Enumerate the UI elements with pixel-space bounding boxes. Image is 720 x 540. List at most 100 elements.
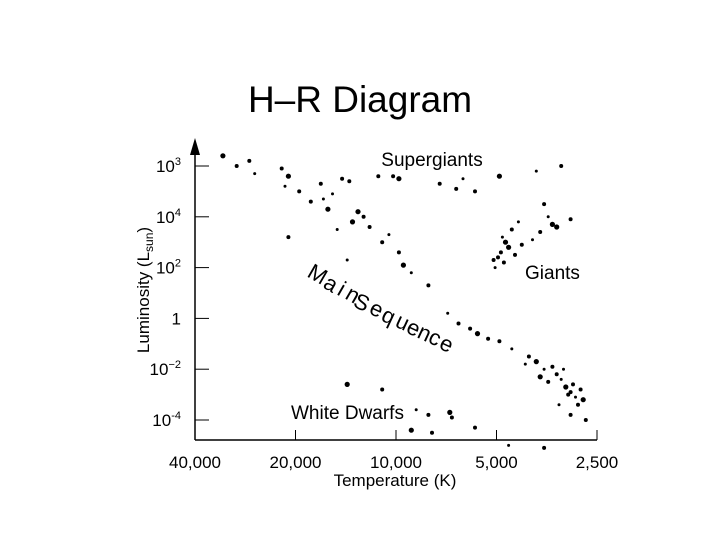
star-point [491, 258, 496, 262]
y-axis-label-sub: sun [142, 233, 156, 252]
star-point [391, 174, 396, 179]
star-point [533, 359, 539, 365]
star-point [321, 197, 325, 201]
annotation-white-dwarfs: White Dwarfs [291, 403, 404, 424]
star-point [568, 217, 573, 222]
star-point [387, 233, 391, 237]
y-tick-label: 10−2 [150, 359, 181, 379]
star-point [546, 379, 551, 384]
star-point [454, 186, 459, 191]
star-point [344, 381, 350, 387]
star-point [286, 235, 291, 240]
star-point [285, 173, 291, 179]
star-point [468, 326, 473, 331]
star-point [568, 412, 573, 417]
star-point [507, 443, 511, 447]
star-point [396, 250, 401, 255]
star-point [456, 321, 461, 326]
star-point [538, 230, 543, 234]
star-point [335, 228, 339, 231]
y-axis-label-main: Luminosity (L [134, 252, 153, 353]
star-point [537, 374, 543, 380]
star-point [559, 377, 563, 381]
star-point [437, 181, 442, 186]
star-point [554, 372, 559, 377]
star-point [253, 172, 257, 176]
star-point [542, 445, 547, 450]
star-point [534, 169, 538, 173]
star-point [345, 258, 349, 262]
x-ticks: 40,000 20,000 10,000 5,000 2,500 [169, 430, 618, 472]
y-tick-label: 103 [156, 156, 181, 176]
star-point [473, 425, 477, 430]
star-point [513, 252, 517, 257]
star-point [318, 181, 323, 186]
star-point [583, 418, 588, 422]
star-point [519, 242, 524, 247]
x-tick-label: 5,000 [475, 453, 518, 472]
star-point [220, 153, 226, 159]
star-point [446, 311, 450, 315]
star-point [571, 382, 575, 387]
svg-text:Luminosity (Lsun): Luminosity (Lsun) [134, 227, 156, 353]
star-point [559, 164, 564, 168]
star-point [400, 262, 406, 268]
y-tick-label: 104 [156, 207, 181, 227]
star-point [568, 390, 573, 395]
y-axis-label: Luminosity (Lsun) [134, 227, 156, 353]
star-point [367, 225, 372, 229]
star-point [526, 354, 531, 359]
annotation-supergiants: Supergiants [381, 150, 482, 171]
y-tick-label: 1 [172, 309, 181, 328]
star-point [473, 189, 477, 194]
star-point [349, 219, 356, 225]
star-point [308, 199, 313, 204]
star-point [523, 362, 527, 366]
data-points [220, 153, 588, 450]
star-point [426, 283, 431, 288]
star-point [279, 166, 284, 171]
star-point [234, 164, 239, 168]
star-point [414, 408, 418, 412]
star-point [247, 158, 252, 163]
x-axis-label: Temperature (K) [334, 471, 457, 490]
x-tick-label: 10,000 [370, 453, 422, 472]
star-point [486, 336, 491, 341]
star-point [574, 395, 577, 399]
star-point [283, 184, 287, 188]
star-point [449, 415, 454, 420]
star-point [461, 177, 465, 181]
star-point [500, 235, 504, 239]
star-point [542, 202, 547, 207]
star-point [506, 244, 512, 250]
y-tick-label: 102 [156, 258, 181, 278]
star-point [376, 174, 381, 179]
star-point [347, 179, 352, 184]
star-point [361, 214, 366, 219]
star-point [498, 250, 503, 255]
y-ticks: 103 104 102 1 10−2 10-4 [150, 156, 209, 430]
x-tick-label: 2,500 [576, 453, 619, 472]
y-tick-label: 10-4 [152, 410, 181, 430]
star-point [474, 331, 481, 337]
star-point [396, 176, 402, 182]
annotation-giants: Giants [525, 263, 580, 284]
star-point [502, 239, 509, 245]
star-point [297, 189, 302, 194]
star-point [578, 387, 583, 392]
star-point [566, 392, 571, 397]
star-point [496, 255, 500, 260]
star-point [408, 427, 414, 433]
star-point [497, 339, 502, 344]
star-point [430, 430, 434, 435]
star-point [493, 266, 497, 270]
star-point [447, 409, 453, 415]
x-tick-label: 40,000 [169, 453, 221, 472]
star-point [510, 347, 514, 351]
star-point [562, 367, 565, 371]
star-point [501, 260, 506, 265]
star-point [325, 206, 331, 212]
star-point [557, 403, 561, 407]
star-point [580, 397, 586, 403]
